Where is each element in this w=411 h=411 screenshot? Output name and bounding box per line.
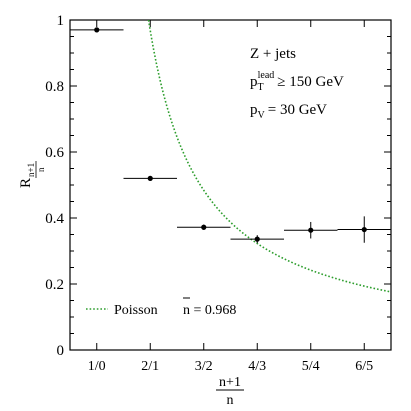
y-axis-label-sub-den: n <box>36 167 46 172</box>
poisson-curve <box>147 19 392 293</box>
y-axis-label-main: R <box>18 178 34 188</box>
annotation-pv-main: p <box>250 102 258 118</box>
data-point <box>94 27 100 33</box>
annotation-pt-sub: T <box>258 82 264 93</box>
x-tick-label: 3/2 <box>195 359 213 374</box>
legend-nbar-text: = 0.968 <box>190 303 236 318</box>
annotation-pt-main: p <box>250 74 258 90</box>
annotation-pv-cut: pV = 30 GeV <box>250 102 327 121</box>
y-tick-label: 1 <box>57 13 65 29</box>
annotation-pv-sub: V <box>258 110 266 121</box>
data-point <box>147 175 153 181</box>
y-tick-label: 0 <box>57 343 65 359</box>
y-axis-label-sub-num: n+1 <box>26 163 36 177</box>
y-tick-label: 0.6 <box>45 145 64 161</box>
y-tick-label: 0.2 <box>45 277 64 293</box>
y-axis-label: R n+1 n <box>18 161 46 188</box>
poisson-curve-group <box>147 19 392 293</box>
data-point <box>201 224 207 230</box>
data-points <box>70 27 391 244</box>
legend-nbar-value: n = 0.968 <box>183 303 236 318</box>
x-axis-ticks: 1/0 2/1 3/2 4/3 5/4 6/5 <box>88 20 373 374</box>
data-point <box>254 236 260 242</box>
y-tick-label: 0.8 <box>45 79 64 95</box>
x-tick-label: 5/4 <box>302 359 320 374</box>
y-tick-label: 0.4 <box>45 211 64 227</box>
x-tick-label: 1/0 <box>88 359 106 374</box>
plot-frame <box>69 19 392 351</box>
x-axis-label-num: n+1 <box>219 375 241 390</box>
y-axis-ticks: 0 0.2 0.4 0.6 0.8 1 <box>45 13 391 359</box>
legend-poisson-label: Poisson <box>114 303 158 318</box>
x-axis-label: n+1 n <box>216 375 244 408</box>
x-tick-label: 6/5 <box>355 359 373 374</box>
x-axis-label-den: n <box>227 393 234 408</box>
annotation-block: Z + jets pTlead ≥ 150 GeV pV = 30 GeV <box>250 46 344 121</box>
annotation-pt-cut: pTlead ≥ 150 GeV <box>250 70 344 93</box>
data-point <box>308 227 314 233</box>
legend: Poisson n = 0.968 <box>86 297 236 318</box>
x-tick-label: 4/3 <box>248 359 266 374</box>
legend-nbar-symbol: n <box>183 303 190 318</box>
annotation-pt-sup: lead <box>258 70 275 81</box>
data-point <box>361 226 367 233</box>
annotation-pv-rest: = 30 GeV <box>268 102 327 118</box>
x-tick-label: 2/1 <box>141 359 159 374</box>
annotation-process: Z + jets <box>250 46 296 62</box>
annotation-pt-rest: ≥ 150 GeV <box>277 74 344 90</box>
